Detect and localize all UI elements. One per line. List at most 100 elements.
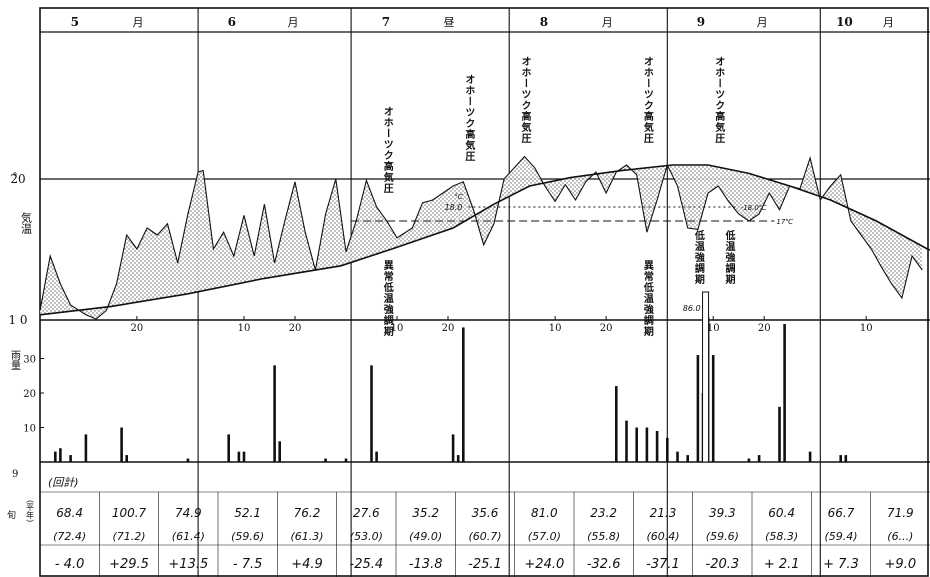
- month-number: 6: [228, 15, 236, 29]
- dekad-anomaly: -25.4: [350, 557, 384, 572]
- dekad-total: 35.2: [412, 506, 439, 520]
- dekad-normal: (49.0): [409, 530, 442, 543]
- dekad-normal: (61.3): [290, 530, 323, 543]
- rain-bar: [120, 427, 123, 462]
- ref-right-label: -18.0℃: [741, 204, 767, 212]
- okhotsk-high-label: オホーツク高気圧: [713, 56, 726, 144]
- dekad-total: 52.1: [234, 506, 261, 520]
- dekad-total: 66.7: [828, 506, 855, 520]
- rain-bar: [54, 451, 57, 462]
- rain-bar: [242, 451, 246, 462]
- rain-bar: [227, 434, 230, 462]
- rain-bar: [273, 365, 276, 462]
- month-kanji: 月: [757, 16, 768, 29]
- month-kanji: 月: [883, 16, 894, 29]
- table-side-label: 旬: [5, 509, 16, 520]
- dekad-anomaly: +9.0: [885, 557, 917, 572]
- dekad-normal: (72.4): [53, 530, 86, 543]
- rain-bar: [375, 451, 378, 462]
- outer-border: [39, 7, 929, 577]
- dekad-normal: (61.4): [172, 530, 205, 543]
- rain-bar: [757, 455, 761, 462]
- month-kanji: 月: [133, 16, 144, 29]
- rain-bar: [615, 386, 618, 462]
- dekad-anomaly: - 7.5: [233, 557, 263, 572]
- rain-bar: [645, 427, 649, 462]
- dekad-total: 68.4: [56, 506, 83, 520]
- rain-bar: [778, 406, 781, 462]
- rain-bar: [344, 458, 348, 462]
- rain-bar: [462, 327, 465, 462]
- dekad-total: 60.4: [768, 506, 795, 520]
- dekad-anomaly: + 2.1: [764, 557, 800, 572]
- dekad-normal: (59.6): [231, 530, 264, 543]
- rain-tick-label: 30: [23, 355, 36, 366]
- dekad-normal: (57.0): [528, 530, 561, 543]
- dekad-anomaly: -13.8: [409, 557, 443, 572]
- dekad-normal: (53.0): [350, 530, 383, 543]
- dekad-anomaly: +4.9: [291, 557, 323, 572]
- day-tick-label: 20: [758, 323, 771, 334]
- rain-bar: [783, 324, 786, 462]
- month-number: 8: [540, 15, 548, 29]
- temp-axis-label: 気温: [20, 211, 33, 234]
- day-tick-label: 20: [131, 323, 144, 334]
- dekad-total: 39.3: [709, 506, 736, 520]
- day-tick-label: 10: [238, 323, 251, 334]
- dekad-anomaly: +24.0: [524, 557, 564, 572]
- dekad-normal: (55.8): [587, 530, 620, 543]
- okhotsk-high-label: オホーツク高気圧: [641, 56, 654, 144]
- ref-unit-label: °C: [454, 193, 463, 201]
- rain-bar: [808, 451, 812, 462]
- table-side-label: (平年): [26, 500, 35, 522]
- month-number: 9: [697, 15, 705, 29]
- reference-lines: 18.0 °C -18.0℃ 17℃: [351, 193, 793, 226]
- month-number: 7: [382, 15, 390, 29]
- dekad-total: 23.2: [590, 506, 617, 520]
- rain-bar: [635, 427, 638, 462]
- rain-bar: [711, 355, 715, 462]
- annotations: オホーツク高気圧 オホーツク高気圧 オホーツク高気圧 オホーツク高気圧 オホーツク高気圧…: [381, 56, 736, 337]
- dekad-total: 21.3: [650, 506, 677, 520]
- month-number: 10: [836, 15, 853, 29]
- rain-bar: [59, 448, 62, 462]
- month-kanji: 月: [602, 16, 613, 29]
- dekad-total: 71.9: [887, 506, 914, 520]
- month-kanji: 月: [287, 16, 298, 29]
- dekad-anomaly: +29.5: [109, 557, 149, 572]
- dekad-normal: (59.6): [706, 530, 739, 543]
- dekad-total: 81.0: [531, 506, 558, 520]
- dekad-anomaly: -32.6: [587, 557, 621, 572]
- day-tick-label: 20: [600, 323, 613, 334]
- table-row-label: 9: [12, 469, 18, 480]
- temp-tick-10: 1 0: [8, 313, 27, 327]
- dekad-anomaly: -20.3: [706, 557, 740, 572]
- rain-tick-label: 10: [23, 424, 36, 435]
- rain-spike-label: 86.0: [683, 304, 701, 313]
- dekad-total: 76.2: [294, 506, 321, 520]
- month-number: 5: [71, 15, 79, 29]
- rainfall-bars: 86.0: [54, 291, 848, 463]
- dekad-normal: (60.7): [468, 530, 501, 543]
- day-tick-label: 10: [860, 323, 873, 334]
- rain-bar: [844, 455, 848, 462]
- rain-bar: [324, 458, 327, 462]
- rain-spike-column: [702, 291, 710, 463]
- observed-temperature-line: [39, 155, 923, 320]
- ref-left-label: 18.0: [445, 203, 463, 212]
- rain-bar: [69, 455, 72, 462]
- dekad-anomaly: + 7.3: [823, 557, 859, 572]
- dekad-rainfall-table: 68.4 (72.4) - 4.0 100.7 (71.2) +29.5 74.9 (61.4…: [5, 469, 930, 577]
- dekad-total: 35.6: [472, 506, 499, 520]
- temp-tick-20: 2̊0: [10, 171, 25, 186]
- rain-bar: [696, 355, 700, 462]
- dekad-anomaly: - 4.0: [55, 557, 85, 572]
- normal-temperature-curve: [39, 164, 930, 316]
- temperature-curves: [39, 155, 930, 320]
- dekad-normal: (59.4): [824, 530, 857, 543]
- rain-axis-label: 雨量: [9, 350, 21, 370]
- day-tick-label: 10: [707, 323, 720, 334]
- cold-spell-label: 異常低温強調期: [381, 260, 394, 337]
- dekad-normal: (60.4): [646, 530, 679, 543]
